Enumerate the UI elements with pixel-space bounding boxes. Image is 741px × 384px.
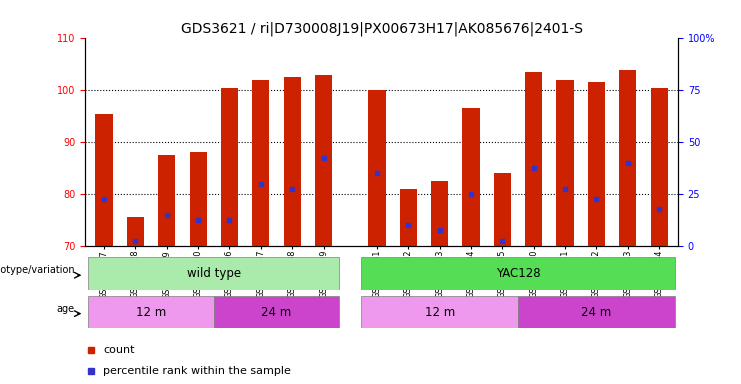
Bar (651, 88, 668, 246)
Bar (494, 173, 511, 246)
Bar (88, 296, 214, 328)
Text: 24 m: 24 m (582, 306, 611, 318)
Bar (158, 155, 176, 246)
Bar (214, 296, 339, 328)
Bar (518, 296, 675, 328)
Bar (431, 181, 448, 246)
Text: 12 m: 12 m (425, 306, 455, 318)
Text: 12 m: 12 m (136, 306, 166, 318)
Bar (556, 80, 574, 246)
Bar (315, 74, 332, 246)
Text: YAC128: YAC128 (496, 267, 540, 280)
Bar (525, 72, 542, 246)
Bar (127, 217, 144, 246)
Text: percentile rank within the sample: percentile rank within the sample (103, 366, 291, 376)
Bar (368, 90, 385, 246)
Bar (588, 83, 605, 246)
Text: age: age (57, 304, 75, 314)
Bar (284, 77, 301, 246)
Bar (221, 88, 238, 246)
Title: GDS3621 / ri|D730008J19|PX00673H17|AK085676|2401-S: GDS3621 / ri|D730008J19|PX00673H17|AK085… (181, 22, 582, 36)
Bar (252, 80, 270, 246)
Text: count: count (103, 345, 135, 355)
Text: wild type: wild type (187, 267, 241, 280)
Bar (399, 189, 417, 246)
Bar (96, 114, 113, 246)
Bar (361, 296, 518, 328)
Text: genotype/variation: genotype/variation (0, 265, 75, 275)
Bar (462, 108, 479, 246)
Bar (361, 257, 675, 290)
Bar (619, 70, 637, 246)
Text: 24 m: 24 m (262, 306, 292, 318)
Bar (88, 257, 339, 290)
Bar (190, 152, 207, 246)
